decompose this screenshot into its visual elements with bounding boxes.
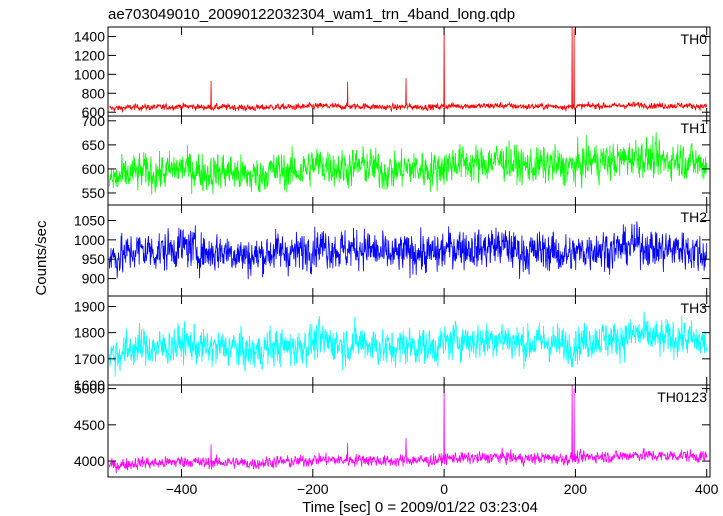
x-tick-label: 0 [440,481,448,497]
panel-th2: 900 950 1000 1050 TH2 [74,204,711,297]
series-line-th1 [108,132,708,195]
x-tick-label: 200 [564,481,588,497]
panel-label: TH3 [681,300,708,316]
panel-th3: 1600 1700 1800 1900 TH3 [74,295,711,393]
y-tick-label: 4500 [74,417,105,433]
panel-th0123: 4000 4500 5000 TH0123 [74,381,711,478]
y-tick-label: 1000 [74,66,105,82]
panel-frame [107,26,711,117]
panel-th0: 600 800 1000 1200 1400 TH0 [74,26,711,120]
y-tick-label: 650 [82,137,106,153]
y-tick-label: 950 [82,251,106,267]
x-tick-label: −200 [297,481,329,497]
panel-frame [107,384,711,478]
y-axis-title: Counts/sec [33,220,50,296]
y-tick-label: 1700 [74,351,105,367]
y-tick-label: 5000 [74,381,105,397]
y-tick-label: 600 [82,161,106,177]
y-tick-label: 550 [82,185,106,201]
panel-th1: 550 600 650 700 TH1 [82,113,711,206]
series-line-th0123 [108,385,708,474]
y-tick-label: 4000 [74,453,105,469]
panel-label: TH0 [681,31,708,47]
x-tick-label: 400 [695,481,719,497]
y-tick-label: 1000 [74,232,105,248]
y-tick-label: 1400 [74,28,105,44]
y-tick-label: 900 [82,271,106,287]
chart-title: ae703049010_20090122032304_wam1_trn_4ban… [108,6,515,23]
y-tick-label: 1200 [74,47,105,63]
y-tick-label: 1600 [74,377,105,393]
series-line-th0 [109,27,708,113]
y-tick-label: 800 [82,85,106,101]
y-tick-label: 700 [82,113,106,129]
y-tick-label: 600 [82,104,106,120]
y-tick-label: 1900 [74,298,105,314]
x-tick-label: −400 [166,481,198,497]
y-tick-label: 1800 [74,325,105,341]
y-tick-label: 1050 [74,212,105,228]
series-line-th2 [108,221,708,280]
panel-label: TH0123 [657,389,707,405]
x-axis-title: Time [sec] 0 = 2009/01/22 03:23:04 [302,499,538,516]
panel-label: TH2 [681,209,708,225]
series-line-th3 [108,311,708,377]
panel-label: TH1 [681,120,708,136]
